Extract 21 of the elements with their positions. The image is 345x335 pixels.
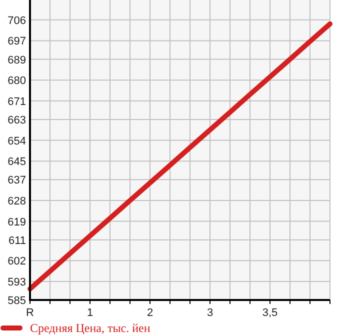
x-tick-label: 3,5 [262, 307, 278, 319]
x-tick-label: R [26, 307, 34, 319]
y-tick-label: 697 [8, 36, 26, 48]
y-tick-label: 654 [8, 135, 26, 148]
legend-label: Средняя Цена, тыс. йен [30, 321, 151, 335]
y-tick-label: 671 [8, 96, 26, 108]
y-tick-label: 689 [8, 54, 26, 66]
y-tick-label: 602 [8, 256, 26, 268]
y-tick-label: 645 [8, 156, 26, 168]
y-tick-label: 663 [8, 114, 26, 126]
y-tick-label: 637 [8, 174, 26, 187]
y-tick-label: 619 [8, 216, 26, 228]
y-tick-label: 611 [8, 234, 26, 247]
x-tick-label: 3 [206, 307, 214, 319]
y-tick-label: 706 [8, 14, 26, 27]
y-tick-label: 593 [8, 276, 26, 288]
x-tick-label: 2 [146, 307, 154, 319]
x-tick-label: 1 [86, 307, 94, 319]
y-tick-label: 628 [8, 195, 26, 208]
y-tick-label: 680 [8, 75, 26, 88]
y-tick-label: 585 [8, 295, 26, 307]
